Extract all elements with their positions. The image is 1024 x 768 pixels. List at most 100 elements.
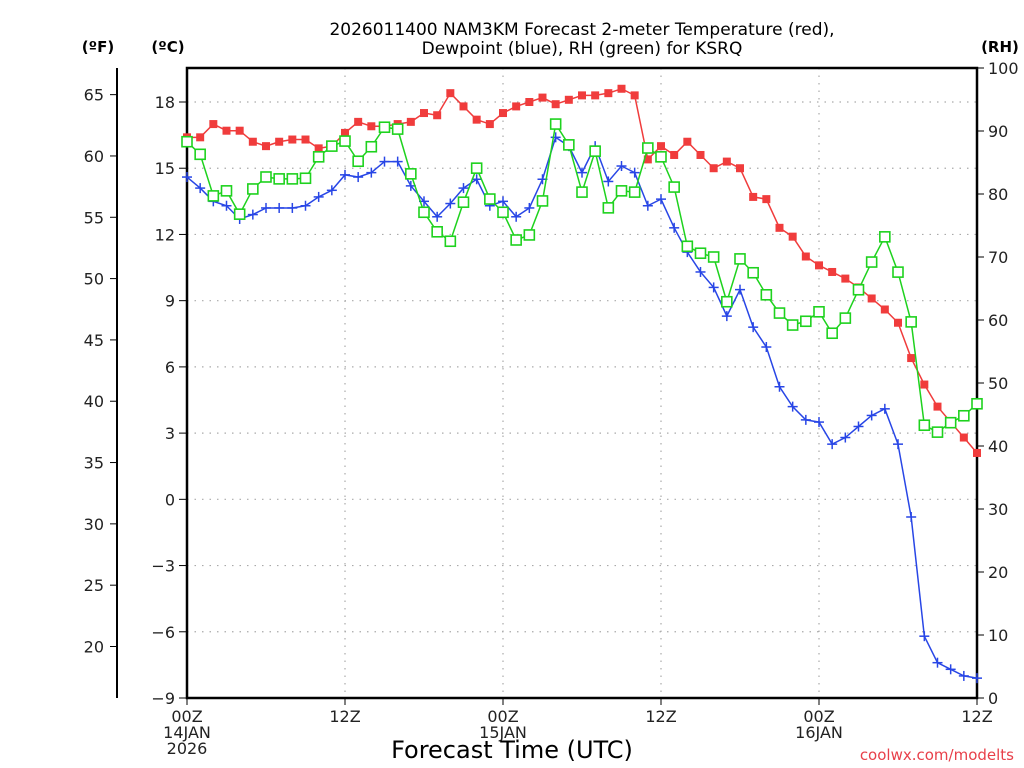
temperature-point — [788, 232, 797, 241]
rh-point — [865, 256, 878, 268]
dewpoint-point — [906, 511, 917, 522]
rh-point — [826, 327, 838, 340]
dewpoint-point — [853, 421, 864, 432]
dewpoint-point — [761, 342, 772, 353]
fahrenheit-tick-label: 25 — [84, 576, 104, 595]
dewpoint-point — [340, 169, 350, 180]
temperature-point — [367, 122, 376, 131]
rh-tick-label: 70 — [988, 248, 1008, 267]
dewpoint-point — [326, 185, 337, 196]
dewpoint-point — [471, 174, 482, 185]
rh-point — [615, 185, 628, 197]
temperature-point — [801, 252, 810, 261]
dewpoint-point — [721, 311, 732, 322]
rh-point — [563, 139, 575, 151]
temperature-point — [828, 267, 837, 276]
fahrenheit-tick-label: 50 — [84, 270, 104, 289]
rh-point — [734, 253, 746, 265]
rh-point — [260, 171, 272, 183]
rh-point — [721, 295, 733, 308]
celsius-tick-label: 12 — [155, 225, 175, 244]
temperature-point — [630, 91, 639, 100]
rh-point — [365, 140, 378, 153]
rh-point — [747, 266, 759, 279]
dewpoint-point — [445, 198, 456, 209]
rh-tick-label: 80 — [988, 185, 1008, 204]
temperature-point — [762, 195, 771, 204]
dewpoint-point — [735, 284, 745, 295]
dewpoint-point — [274, 202, 285, 213]
temperature-point — [248, 137, 257, 146]
dewpoint-point — [866, 410, 877, 421]
rh-point — [879, 231, 891, 243]
celsius-tick-label: 6 — [165, 358, 175, 377]
rh-tick-label: 30 — [988, 500, 1008, 519]
rh-point — [523, 229, 536, 241]
dewpoint-point — [669, 222, 680, 233]
rh-point — [220, 185, 233, 197]
temperature-point — [420, 109, 428, 118]
rh-tick-label: 20 — [988, 563, 1008, 582]
rh-point — [786, 319, 799, 331]
dewpoint-point — [392, 156, 403, 167]
credit-link[interactable]: coolwx.com/modelts — [860, 746, 1014, 764]
temperature-point — [867, 294, 876, 303]
rh-point — [589, 145, 601, 157]
dewpoint-point — [748, 322, 759, 333]
dewpoint-point — [840, 432, 851, 443]
temperature-point — [959, 433, 968, 442]
dewpoint-point — [695, 266, 706, 277]
temperature-point — [525, 98, 534, 106]
rh-point — [958, 409, 970, 422]
rh-point — [536, 195, 549, 207]
x-tick-label: 2026 — [167, 739, 208, 758]
dewpoint-point — [221, 200, 232, 211]
rh-point — [510, 234, 522, 246]
celsius-tick-label: −9 — [151, 689, 175, 708]
fahrenheit-tick-label: 40 — [84, 392, 104, 411]
rh-point — [773, 307, 786, 319]
rh-point — [760, 288, 773, 301]
dewpoint-point — [458, 183, 469, 194]
rh-point — [918, 419, 931, 432]
x-tick-label: 12Z — [329, 707, 360, 726]
temperature-point — [196, 133, 205, 142]
fahrenheit-tick-label: 55 — [84, 208, 104, 227]
temperature-point — [736, 164, 744, 173]
dewpoint-point — [932, 657, 943, 668]
celsius-tick-label: 0 — [165, 490, 175, 509]
fahrenheit-tick-label: 20 — [84, 637, 104, 656]
rh-point — [273, 173, 285, 185]
fahrenheit-tick-label: 30 — [84, 515, 104, 534]
dewpoint-point — [656, 194, 666, 205]
rh-point — [312, 151, 325, 163]
dewpoint-point — [577, 167, 587, 178]
dewpoint-point — [432, 211, 443, 222]
chart-title-line1: 2026011400 NAM3KM Forecast 2-meter Tempe… — [329, 20, 834, 40]
rh-point — [892, 266, 904, 278]
rh-point — [418, 206, 430, 219]
rh-point — [852, 283, 865, 296]
dewpoint-point — [511, 211, 522, 222]
rh-point — [326, 140, 338, 152]
rh-tick-label: 50 — [988, 374, 1008, 393]
temperature-point — [696, 150, 705, 159]
dewpoint-point — [498, 196, 508, 207]
dewpoint-point — [972, 673, 982, 684]
dewpoint-point — [287, 202, 298, 213]
temperature-point — [512, 102, 521, 111]
rh-point — [642, 142, 654, 154]
dewpoint-point — [182, 172, 192, 183]
x-tick-label: 14JAN — [163, 723, 211, 742]
rh-point — [549, 118, 562, 130]
dewpoint-point — [814, 417, 824, 428]
rh-point — [391, 123, 404, 135]
celsius-tick-label: 18 — [155, 93, 175, 112]
rh-point — [707, 251, 720, 263]
x-axis-label: Forecast Time (UTC) — [391, 736, 633, 764]
x-tick-label: 15JAN — [479, 723, 527, 742]
dewpoint-point — [787, 401, 798, 412]
temperature-point — [709, 164, 718, 173]
dewpoint-point — [945, 664, 956, 675]
